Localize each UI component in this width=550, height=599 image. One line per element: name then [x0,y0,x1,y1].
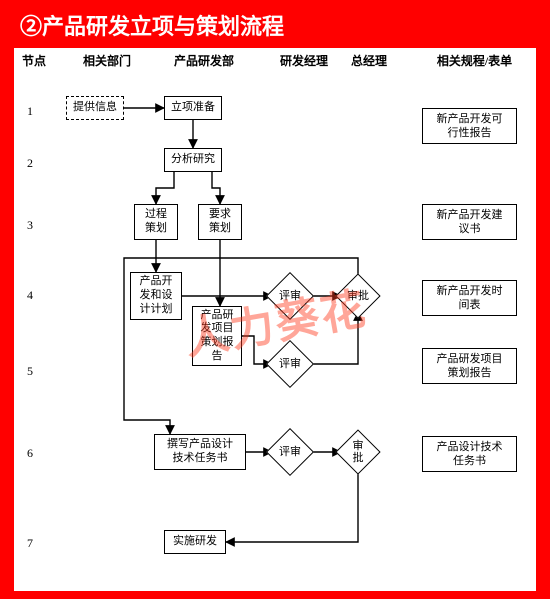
form-ref-f1: 新产品开发可 行性报告 [422,108,517,144]
flow-node-project_prep: 立项准备 [164,96,222,120]
flow-node-proj_report: 产品研 发项目 策划报 告 [192,306,242,366]
flow-node-dev_plan: 产品开 发和设 计计划 [130,272,182,320]
page-title: ②产品研发立项与策划流程 [20,14,284,39]
row-number: 6 [14,446,46,461]
edge-approve2-implement [226,469,358,542]
form-ref-f3: 新产品开发建 议书 [422,204,517,240]
form-ref-f6: 产品设计技术 任务书 [422,436,517,472]
flow-node-req_plan: 要求 策划 [198,204,242,240]
flow-node-provide_info: 提供信息 [66,96,124,120]
flow-diamond-approve2: 审 批 [336,430,381,475]
column-header-gm: 总经理 [344,52,394,69]
column-header-node: 节点 [14,52,54,69]
column-header-mgr: 研发经理 [274,52,334,69]
edge-analysis-process_plan [156,172,174,204]
row-number: 3 [14,218,46,233]
column-header-dept: 相关部门 [72,52,142,69]
edge-review2-approve1_merge [308,312,358,364]
row-number: 7 [14,536,46,551]
flow-diamond-review1: 评审 [266,272,314,320]
form-ref-f4a: 新产品开发时 间表 [422,280,517,316]
flow-diamond-review2: 评审 [266,340,314,388]
flow-canvas: 节点 相关部门 产品研发部 研发经理总经理 相关规程/表单 1 2 3 4 5 6 7 提供信息 立项… [14,48,536,591]
flow-diamond-approve1: 审批 [336,274,381,319]
form-ref-f4b: 产品研发项目 策划报告 [422,348,517,384]
edge-analysis-req_plan [212,172,220,204]
row-number: 4 [14,288,46,303]
row-number: 1 [14,104,46,119]
row-number: 5 [14,364,46,379]
flow-node-implement: 实施研发 [164,530,226,554]
flow-node-write_spec: 撰写产品设计 技术任务书 [154,434,246,470]
page-frame: ②产品研发立项与策划流程 节点 相关部门 产品研发部 研发经理总经理 相关规程/表单 1… [14,6,536,591]
flow-diamond-review3: 评审 [266,428,314,476]
title-bar: ②产品研发立项与策划流程 [14,6,536,48]
column-header-rd: 产品研发部 [169,52,239,69]
flow-node-analysis: 分析研究 [164,148,222,172]
column-header-form: 相关规程/表单 [422,52,527,69]
flow-node-process_plan: 过程 策划 [134,204,178,240]
row-number: 2 [14,156,46,171]
